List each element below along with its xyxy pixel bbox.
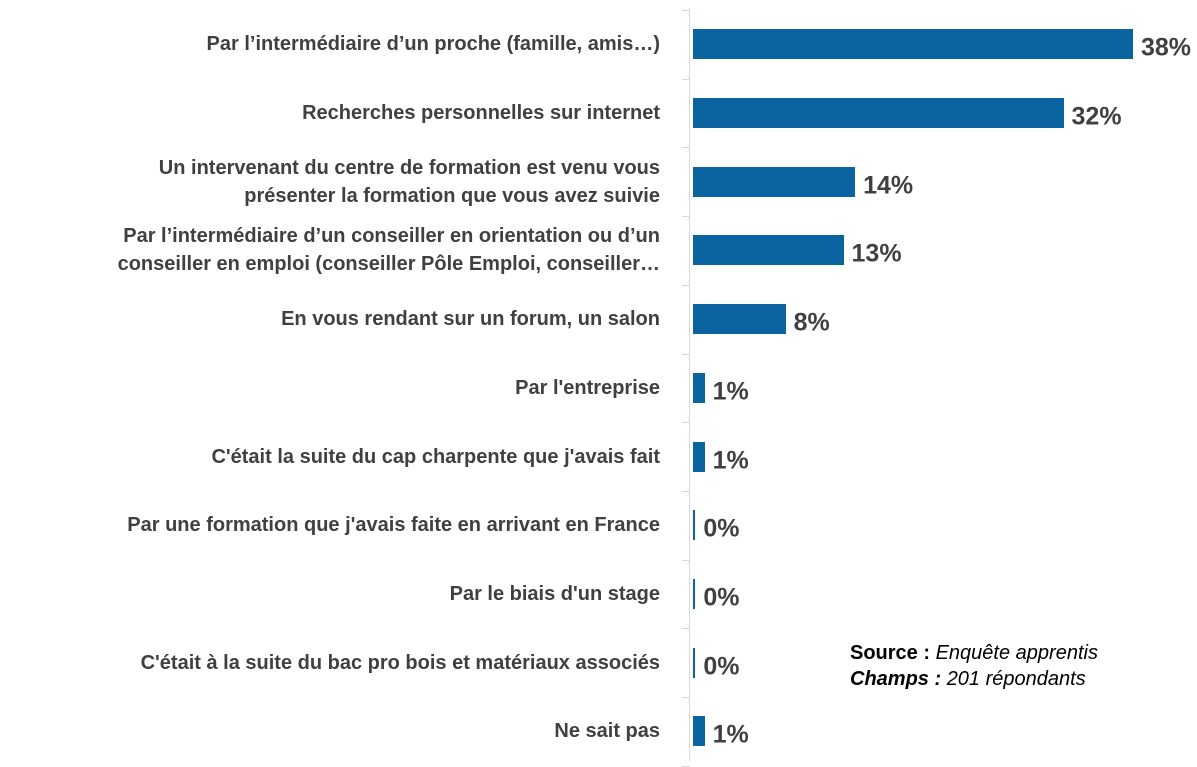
value-label: 0% [703,514,740,543]
category-label: En vous rendant sur un forum, un salon [281,308,660,331]
category-label: Recherches personnelles sur internet [302,102,660,125]
category-label: Par l’intermédiaire d’un conseiller en o… [117,225,660,276]
axis-tick [682,353,690,355]
axis-tick [682,216,690,218]
value-label: 1% [712,720,749,749]
value-label: 1% [712,377,749,406]
bar [693,166,856,197]
source-note: Source : Enquête apprentis Champs : 201 … [850,640,1098,692]
value-label: 32% [1071,102,1122,131]
axis-tick [682,78,690,80]
bar [693,29,1133,60]
value-label: 13% [851,239,902,268]
value-label: 1% [712,446,749,475]
axis-tick [682,422,690,424]
category-label: C'était à la suite du bac pro bois et ma… [140,651,660,674]
value-label: 0% [703,583,740,612]
category-label: Par une formation que j'avais faite en a… [127,514,660,537]
source-text: Enquête apprentis [935,642,1098,664]
bar [693,647,696,678]
bar [693,98,1064,129]
source-label: Source : [850,642,931,664]
category-label: Un intervenant du centre de formation es… [158,156,660,207]
value-label: 0% [703,652,740,681]
axis-tick [682,559,690,561]
axis-tick [682,490,690,492]
bar [693,304,786,335]
fields-label: Champs : [850,668,942,690]
bar [693,235,844,266]
axis-tick [682,628,690,630]
fields-text: 201 répondants [946,668,1086,690]
bar [693,578,696,609]
value-label: 14% [863,171,914,200]
value-label: 38% [1141,33,1192,62]
axis-tick [682,697,690,698]
category-label: Par le biais d'un stage [449,582,660,605]
axis-tick [682,284,690,286]
category-label: C'était la suite du cap charpente que j'… [211,445,660,468]
bar [693,510,696,541]
value-label: 8% [793,308,830,337]
bar [693,441,705,472]
axis-tick [682,10,690,11]
bar [693,716,705,747]
axis-tick [682,147,690,149]
category-label: Ne sait pas [554,720,660,743]
category-axis [689,8,690,761]
category-label: Par l'entreprise [515,376,660,399]
category-label: Par l’intermédiaire d’un proche (famille… [206,33,660,56]
bar [693,372,705,403]
